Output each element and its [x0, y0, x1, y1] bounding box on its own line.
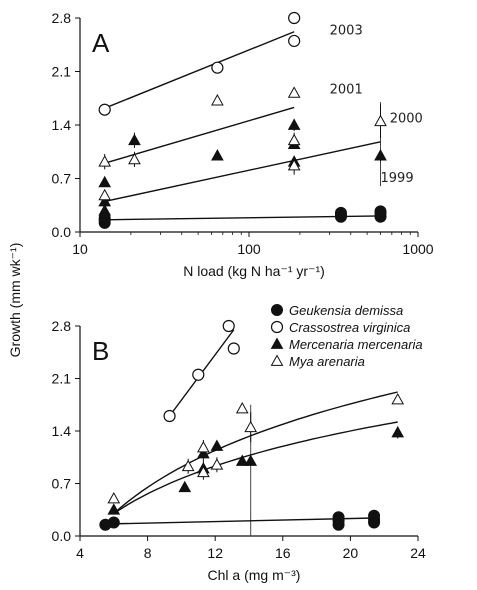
data-point	[98, 216, 111, 229]
legend-marker	[271, 304, 283, 316]
legend-label: Geukensia demissa	[289, 303, 403, 318]
series-geukensia-demissa	[98, 205, 387, 229]
y-tick-label: 2.8	[52, 10, 72, 26]
series-mya-arenaria	[107, 391, 405, 515]
data-point	[288, 34, 301, 48]
data-point	[211, 61, 224, 74]
series-geukensia-demissa	[99, 509, 381, 531]
data-point	[368, 516, 381, 529]
data-point	[197, 440, 210, 453]
legend-label: Mercenaria mercenaria	[289, 337, 423, 352]
data-point	[391, 425, 405, 438]
x-tick-label: 4	[76, 545, 84, 561]
y-tick-label: 0.0	[52, 224, 72, 240]
data-point	[181, 459, 195, 472]
y-tick-label: 0.0	[52, 528, 72, 544]
fit-line-2003	[104, 31, 295, 109]
year-annotation: 2003	[330, 23, 363, 38]
data-point	[107, 491, 121, 504]
data-point	[391, 392, 405, 405]
year-annotation: 2000	[390, 111, 423, 126]
x-tick-label: 100	[237, 241, 261, 257]
x-tick-label: 12	[207, 545, 223, 561]
x-tick-label: 20	[343, 545, 359, 561]
y-tick-label: 0.7	[52, 171, 72, 187]
data-point	[98, 155, 112, 167]
fit-line-2001	[104, 106, 295, 164]
series-crassostrea-virginica	[163, 319, 240, 423]
data-point	[244, 420, 258, 433]
series-mercenaria-mercenaria	[107, 421, 405, 515]
y-axis-label: Growth (mm wk⁻¹)	[7, 243, 23, 358]
data-point	[287, 86, 301, 98]
legend-marker	[270, 337, 284, 349]
data-point	[227, 342, 240, 355]
y-tick-label: 2.8	[52, 318, 72, 334]
data-point	[332, 518, 345, 531]
data-point	[128, 152, 141, 165]
data-point	[287, 118, 301, 130]
data-point	[98, 175, 112, 188]
x-tick-label: 8	[144, 545, 152, 561]
data-point	[107, 516, 120, 529]
data-point	[287, 158, 301, 171]
data-point	[288, 11, 301, 25]
panel-label: A	[92, 28, 110, 58]
data-point	[235, 454, 249, 466]
x-tick-label: 16	[275, 545, 291, 561]
chart-panel-b: 0.0 0.7 1.4 2.1 2.8 4 8 12 16 20 24 Chl a (mg m⁻³) B…	[52, 303, 426, 583]
data-point	[178, 480, 192, 493]
x-tick-label: 1000	[402, 241, 433, 257]
fit-curve	[113, 391, 398, 515]
legend-label: Mya arenaria	[289, 354, 365, 369]
legend-marker	[270, 320, 284, 334]
data-point	[197, 465, 210, 478]
data-point	[374, 149, 387, 161]
series-mya-arenaria	[98, 86, 387, 201]
panel-label: B	[92, 336, 109, 366]
data-point	[287, 133, 301, 146]
series-mercenaria-mercenaria	[98, 118, 387, 216]
y-tick-label: 2.1	[52, 371, 72, 387]
year-annotation: 1999	[381, 171, 414, 186]
data-point	[374, 114, 387, 127]
y-tick-label: 1.4	[52, 117, 72, 133]
data-point	[334, 206, 347, 219]
data-point	[98, 103, 111, 116]
data-point	[235, 401, 249, 414]
legend-label: Crassostrea virginica	[289, 320, 410, 335]
fit-line-1999	[104, 215, 381, 221]
data-point	[98, 204, 112, 216]
chart-panel-a: 0.0 0.7 1.4 2.1 2.8 10 100 1000 N load (kg N ha⁻…	[52, 10, 434, 279]
fit-line-2000	[104, 141, 381, 203]
y-tick-label: 0.7	[52, 476, 72, 492]
data-point	[211, 149, 224, 161]
fit-line	[105, 517, 375, 525]
x-axis-label: Chl a (mg m⁻³)	[208, 567, 301, 583]
data-point	[210, 458, 224, 470]
series-crassostrea-virginica	[98, 11, 301, 116]
year-annotation: 2001	[330, 82, 363, 97]
data-point	[210, 439, 224, 451]
data-point	[192, 368, 205, 381]
data-point	[374, 205, 387, 218]
legend-marker	[270, 354, 284, 366]
legend: Geukensia demissa Crassostrea virginica Me…	[270, 303, 423, 369]
data-point	[128, 133, 141, 146]
x-tick-label: 10	[72, 241, 88, 257]
data-point	[163, 409, 176, 423]
data-point	[222, 319, 235, 333]
fit-curve	[113, 421, 398, 515]
data-point	[211, 94, 224, 106]
y-tick-label: 2.1	[52, 64, 72, 80]
data-point	[244, 454, 258, 466]
x-tick-label: 24	[410, 545, 426, 561]
x-axis-label: N load (kg N ha⁻¹ yr⁻¹)	[183, 263, 325, 279]
y-tick-label: 1.4	[52, 423, 72, 439]
data-point	[98, 188, 112, 201]
